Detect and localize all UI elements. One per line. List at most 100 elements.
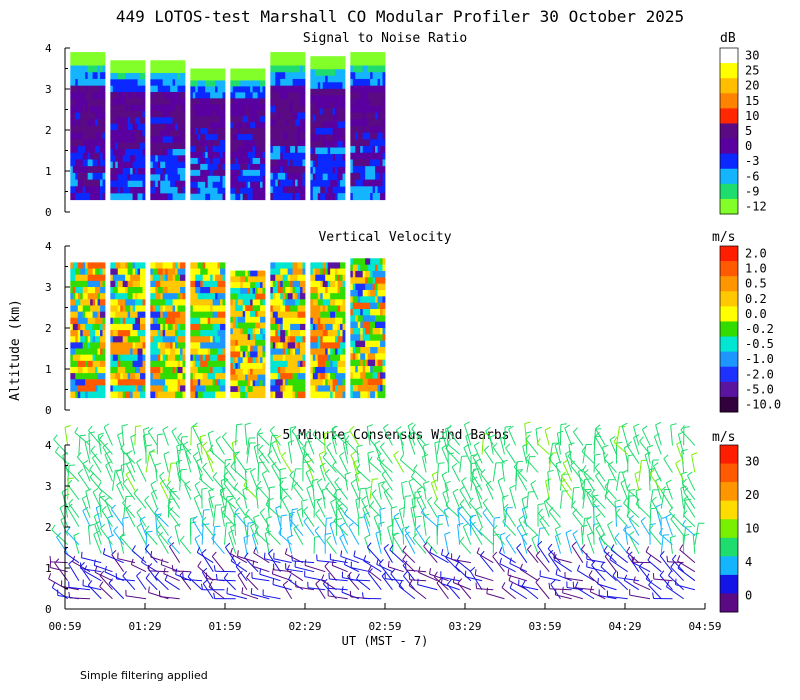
heatmap-cell bbox=[272, 139, 276, 147]
heatmap-cell bbox=[212, 157, 216, 165]
heatmap-cell bbox=[110, 168, 114, 175]
heatmap-cell bbox=[182, 85, 186, 93]
heatmap-cell bbox=[222, 157, 226, 165]
heatmap-cell bbox=[75, 119, 79, 127]
heatmap-cell bbox=[272, 186, 276, 194]
heatmap-cell bbox=[372, 166, 376, 174]
heatmap-cell bbox=[332, 88, 336, 96]
heatmap-cell bbox=[202, 323, 206, 331]
heatmap-cell bbox=[292, 385, 296, 392]
heatmap-cell bbox=[112, 287, 116, 294]
heatmap-cell bbox=[277, 99, 281, 107]
heatmap-cell bbox=[220, 342, 223, 349]
heatmap-cell bbox=[370, 125, 374, 134]
heatmap-cell bbox=[212, 268, 216, 276]
heatmap-cell bbox=[157, 60, 161, 68]
heatmap-cell bbox=[162, 323, 166, 331]
heatmap-cell bbox=[172, 98, 176, 106]
heatmap-cell bbox=[275, 360, 279, 368]
heatmap-cell bbox=[82, 166, 86, 174]
heatmap-cell bbox=[102, 305, 106, 312]
heatmap-cell bbox=[357, 321, 361, 329]
heatmap-cell bbox=[335, 154, 338, 161]
heatmap-cell bbox=[162, 274, 166, 282]
heatmap-cell bbox=[205, 293, 209, 300]
heatmap-cell bbox=[257, 175, 261, 183]
heatmap-cell bbox=[230, 74, 234, 81]
heatmap-cell bbox=[210, 287, 214, 294]
heatmap-cell bbox=[215, 157, 218, 165]
heatmap-cell bbox=[337, 134, 341, 142]
heatmap-cell bbox=[235, 92, 239, 99]
heatmap-cell bbox=[257, 116, 261, 123]
heatmap-cell bbox=[110, 348, 114, 356]
heatmap-cell bbox=[230, 322, 234, 329]
heatmap-cell bbox=[377, 192, 381, 201]
heatmap-cell bbox=[300, 379, 303, 386]
heatmap-cell bbox=[270, 385, 274, 392]
heatmap-cell bbox=[360, 112, 364, 120]
heatmap-cell bbox=[162, 91, 166, 99]
heatmap-cell bbox=[205, 98, 209, 105]
heatmap-cell bbox=[355, 283, 359, 291]
heatmap-cell bbox=[207, 68, 211, 75]
heatmap-cell bbox=[87, 373, 91, 380]
heatmap-cell bbox=[142, 180, 146, 188]
heatmap-cell bbox=[322, 108, 326, 116]
heatmap-cell bbox=[362, 372, 366, 380]
heatmap-cell bbox=[280, 317, 284, 325]
heatmap-cell bbox=[377, 85, 381, 93]
heatmap-cell bbox=[132, 366, 136, 374]
heatmap-cell bbox=[340, 274, 343, 282]
heatmap-cell bbox=[250, 293, 254, 300]
heatmap-cell bbox=[152, 323, 156, 331]
heatmap-cell bbox=[290, 336, 294, 343]
heatmap-cell bbox=[95, 287, 98, 294]
heatmap-cell bbox=[367, 179, 371, 187]
heatmap-cell bbox=[132, 299, 136, 306]
heatmap-cell bbox=[260, 270, 263, 277]
heatmap-cell bbox=[135, 130, 138, 137]
heatmap-cell bbox=[370, 139, 374, 147]
heatmap-cell bbox=[342, 88, 346, 96]
heatmap-cell bbox=[85, 373, 89, 380]
heatmap-cell bbox=[150, 373, 154, 380]
heatmap-cell bbox=[277, 65, 281, 73]
heatmap-cell bbox=[260, 351, 263, 358]
heatmap-cell bbox=[202, 330, 206, 337]
heatmap-cell bbox=[70, 112, 74, 120]
heatmap-cell bbox=[375, 186, 378, 194]
heatmap-cell bbox=[327, 360, 331, 368]
heatmap-cell bbox=[317, 366, 321, 374]
heatmap-cell bbox=[135, 330, 138, 337]
heatmap-cell bbox=[250, 116, 254, 123]
heatmap-cell bbox=[352, 372, 356, 380]
heatmap-cell bbox=[160, 385, 164, 392]
heatmap-cell bbox=[165, 311, 169, 319]
heatmap-cell bbox=[222, 128, 226, 135]
heatmap-cell bbox=[230, 146, 234, 153]
heatmap-cell bbox=[255, 270, 258, 277]
heatmap-cell bbox=[242, 386, 246, 393]
heatmap-cell bbox=[367, 372, 371, 380]
heatmap-cell bbox=[90, 280, 94, 288]
heatmap-cell bbox=[280, 336, 284, 343]
heatmap-cell bbox=[117, 104, 121, 112]
heatmap-cell bbox=[195, 163, 199, 171]
heatmap-cell bbox=[162, 72, 166, 80]
heatmap-cell bbox=[220, 157, 223, 165]
heatmap-cell bbox=[355, 264, 359, 272]
heatmap-cell bbox=[160, 60, 164, 68]
heatmap-cell bbox=[90, 172, 94, 180]
heatmap-cell bbox=[172, 79, 176, 87]
heatmap-cell bbox=[132, 354, 136, 362]
heatmap-cell bbox=[377, 172, 381, 180]
heatmap-cell bbox=[192, 280, 196, 288]
heatmap-cell bbox=[230, 368, 234, 375]
heatmap-cell bbox=[317, 274, 321, 282]
heatmap-cell bbox=[142, 342, 146, 349]
heatmap-cell bbox=[135, 342, 138, 349]
heatmap-cell bbox=[250, 391, 254, 399]
heatmap-cell bbox=[122, 287, 126, 294]
heatmap-cell bbox=[380, 152, 383, 160]
